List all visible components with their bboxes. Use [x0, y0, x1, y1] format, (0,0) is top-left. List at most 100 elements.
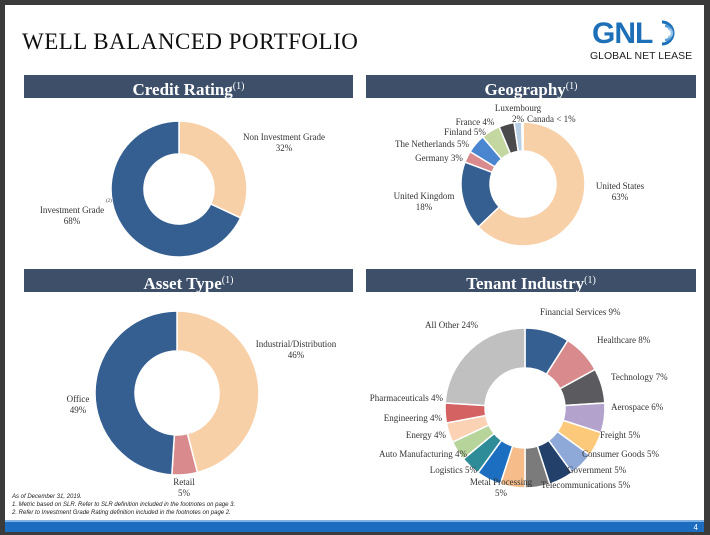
slice-label: Industrial/Distribution — [256, 339, 337, 349]
slice-non-investment-grade — [178, 120, 248, 219]
donut-credit-rating: Non Investment Grade 32% Investment Grade 6… — [40, 120, 325, 258]
slice-value: 18% — [416, 202, 433, 212]
slice-label: Consumer Goods — [582, 449, 647, 459]
slice-value: 5% — [457, 139, 470, 149]
label-energy: Energy 4% — [406, 430, 447, 440]
slice-label: Luxembourg — [495, 103, 542, 113]
slice-label: Government — [567, 465, 614, 475]
header-title: Geography — [484, 80, 566, 99]
slice-value: 4% — [434, 430, 447, 440]
footnotes: As of December 31, 2019. 1. Metric based… — [12, 493, 235, 517]
label-canada: Canada < 1% — [527, 114, 576, 124]
label-engineering: Engineering 4% — [384, 413, 443, 423]
label-financial-services: Financial Services 9% — [540, 307, 621, 317]
slice-all-other — [444, 327, 526, 407]
slide: WELL BALANCED PORTFOLIO GNL GLOBAL NET L… — [5, 5, 704, 532]
header-note: (1) — [232, 81, 245, 92]
header-geography: Geography(1) — [366, 75, 696, 99]
slice-label: All Other — [425, 320, 462, 330]
donut-geography: United States 63% United Kingdom 18% Germany… — [394, 103, 645, 247]
slice-value: 2% — [512, 114, 525, 124]
slice-label: Metal Processing — [470, 477, 533, 487]
slice-value: 5% — [647, 449, 660, 459]
slice-label: Aerospace — [611, 402, 651, 412]
slice-value: < 1% — [556, 114, 576, 124]
slice-label: Auto Manufacturing — [379, 449, 455, 459]
label-luxembourg: Luxembourg 2% — [495, 103, 542, 124]
slice-value: 6% — [651, 402, 664, 412]
header-note: (1) — [221, 275, 234, 286]
label-industrial-distribution: Industrial/Distribution 46% — [256, 339, 337, 360]
label-the-netherlands: The Netherlands 5% — [395, 139, 469, 149]
slice-label: Freight — [600, 430, 628, 440]
slice-value: 46% — [288, 350, 305, 360]
slice-label: Pharmaceuticals — [370, 393, 431, 403]
label-consumer-goods: Consumer Goods 5% — [582, 449, 660, 459]
label-pharmaceuticals: Pharmaceuticals 4% — [370, 393, 444, 403]
slice-label: Non Investment Grade — [243, 132, 325, 142]
label-freight: Freight 5% — [600, 430, 641, 440]
label-metal-processing: Metal Processing 5% — [470, 477, 533, 498]
page-title: WELL BALANCED PORTFOLIO — [22, 29, 359, 54]
slice-label: Logistics — [430, 465, 465, 475]
slice-value: 5% — [628, 430, 641, 440]
header-note: (1) — [584, 275, 596, 286]
slice-value: 4% — [455, 449, 468, 459]
label-finland: Finland 5% — [444, 127, 486, 137]
slice-label: Financial Services — [540, 307, 608, 317]
slice-value: 32% — [276, 143, 293, 153]
logo-swirl-icon — [661, 20, 675, 46]
slice-value: 5% — [614, 465, 627, 475]
label-office: Office 49% — [67, 394, 90, 415]
donut-asset-type: Industrial/Distribution 46% Retail 5% Office… — [67, 310, 337, 498]
header-tenant-industry: Tenant Industry(1) — [366, 269, 696, 293]
slice-industrial-distribution — [176, 310, 260, 474]
charts-canvas: Non Investment Grade 32%Investment Grade 6… — [40, 103, 668, 498]
slice-label: Germany — [415, 153, 451, 163]
slice-value: 8% — [638, 335, 651, 345]
slice-label: Investment Grade — [40, 205, 104, 215]
footer-bar: 4 — [5, 520, 704, 532]
label-healthcare: Healthcare 8% — [597, 335, 651, 345]
slice-value: 49% — [70, 405, 87, 415]
slice-value: 63% — [612, 192, 629, 202]
footnote-date: As of December 31, 2019. — [12, 494, 82, 500]
slice-value: 5% — [465, 465, 478, 475]
logo-name: GLOBAL NET LEASE — [590, 50, 693, 62]
header-title: Asset Type — [143, 274, 222, 293]
slice-value: 24% — [462, 320, 479, 330]
footnote-1: 1. Metric based on SLR. Refer to SLR def… — [12, 502, 236, 508]
slice-value: 5% — [618, 480, 631, 490]
slice-united-states — [477, 121, 586, 247]
header-title: Credit Rating — [132, 80, 233, 99]
footnote-2: 2. Refer to Investment Grade Rating defi… — [12, 510, 231, 516]
header-title: Tenant Industry — [466, 274, 585, 293]
slice-value: 4% — [431, 393, 444, 403]
label-germany: Germany 3% — [415, 153, 463, 163]
slice-investment-grade — [110, 120, 242, 258]
header-credit-rating: Credit Rating(1) — [24, 75, 353, 99]
slice-value: 3% — [451, 153, 464, 163]
header-asset-type: Asset Type(1) — [24, 269, 353, 293]
slice-value: 4% — [482, 117, 495, 127]
logo-mark: GNL — [592, 17, 653, 50]
slice-value: 5% — [474, 127, 487, 137]
slice-label: France — [456, 117, 483, 127]
slice-value: 7% — [656, 372, 669, 382]
label-non-investment-grade: Non Investment Grade 32% — [243, 132, 325, 153]
label-aerospace: Aerospace 6% — [611, 402, 664, 412]
slice-value: 9% — [608, 307, 621, 317]
label-technology: Technology 7% — [611, 372, 668, 382]
label-retail: Retail 5% — [173, 477, 195, 498]
slice-label: Finland — [444, 127, 474, 137]
slice-label: United States — [596, 181, 645, 191]
slice-label: Engineering — [384, 413, 430, 423]
label-government: Government 5% — [567, 465, 627, 475]
slice-label: Office — [67, 394, 90, 404]
slice-label: Healthcare — [597, 335, 638, 345]
slice-label: Technology — [611, 372, 656, 382]
slice-label: Telecommunications — [541, 480, 618, 490]
label-investment-grade: Investment Grade 68% — [40, 205, 104, 226]
slice-label: Canada — [527, 114, 556, 124]
slice-value: 5% — [495, 488, 508, 498]
